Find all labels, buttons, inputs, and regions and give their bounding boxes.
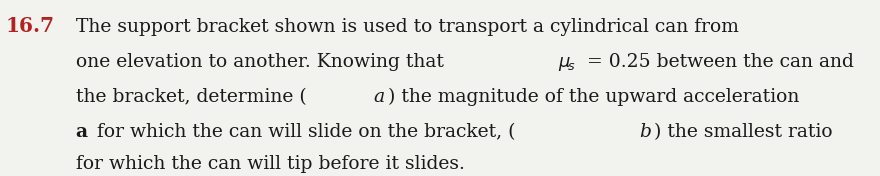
Text: a: a bbox=[76, 123, 87, 141]
Text: ) the magnitude of the upward acceleration: ) the magnitude of the upward accelerati… bbox=[388, 88, 799, 106]
Text: = 0.25 between the can and: = 0.25 between the can and bbox=[581, 53, 854, 71]
Text: a: a bbox=[373, 88, 385, 106]
Text: for which the can will tip before it slides.: for which the can will tip before it sli… bbox=[76, 155, 465, 173]
Text: $\mu_{\!s}$: $\mu_{\!s}$ bbox=[558, 55, 576, 73]
Text: for which the can will slide on the bracket, (: for which the can will slide on the brac… bbox=[91, 123, 516, 141]
Text: 16.7: 16.7 bbox=[5, 16, 55, 36]
Text: ) the smallest ratio: ) the smallest ratio bbox=[654, 123, 839, 141]
Text: b: b bbox=[639, 123, 651, 141]
Text: one elevation to another. Knowing that: one elevation to another. Knowing that bbox=[76, 53, 450, 71]
Text: The support bracket shown is used to transport a cylindrical can from: The support bracket shown is used to tra… bbox=[76, 18, 738, 36]
Text: the bracket, determine (: the bracket, determine ( bbox=[76, 88, 306, 106]
